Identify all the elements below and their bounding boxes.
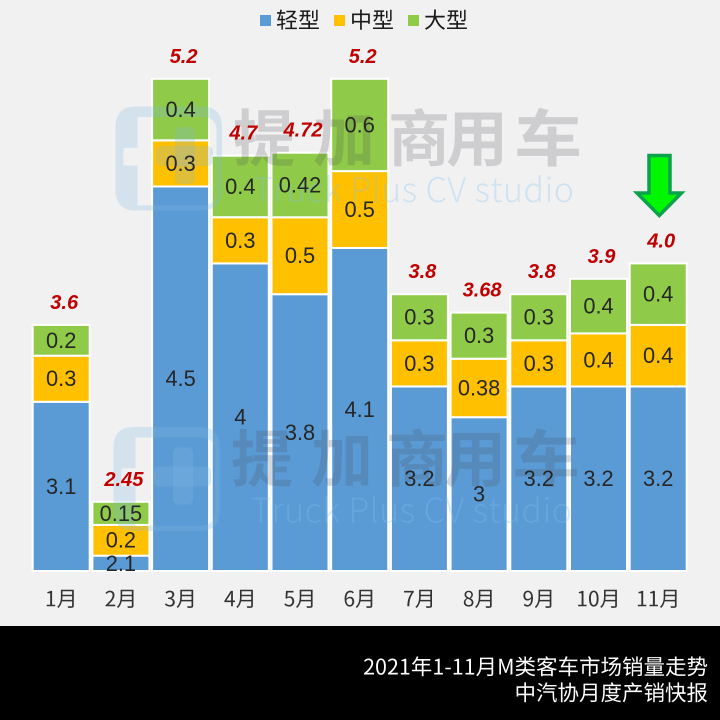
- svg-text:4.0: 4.0: [646, 230, 675, 252]
- svg-text:0.4: 0.4: [225, 174, 255, 199]
- svg-text:5.2: 5.2: [170, 46, 198, 68]
- svg-text:3.1: 3.1: [46, 474, 76, 499]
- svg-text:0.3: 0.3: [404, 351, 434, 376]
- svg-text:0.4: 0.4: [643, 282, 673, 307]
- svg-text:0.2: 0.2: [46, 328, 76, 353]
- svg-text:0.3: 0.3: [464, 323, 494, 348]
- svg-text:0.5: 0.5: [345, 197, 375, 222]
- svg-text:3.68: 3.68: [463, 280, 503, 302]
- svg-text:0.3: 0.3: [225, 228, 255, 253]
- svg-text:0.3: 0.3: [404, 305, 434, 330]
- svg-text:2.1: 2.1: [106, 551, 136, 576]
- svg-text:3: 3: [473, 482, 485, 507]
- svg-text:0.4: 0.4: [643, 343, 673, 368]
- svg-text:3.8: 3.8: [528, 261, 557, 283]
- svg-text:3.2: 3.2: [583, 466, 613, 491]
- svg-text:3.8: 3.8: [408, 261, 437, 283]
- svg-text:4.5: 4.5: [165, 366, 195, 391]
- svg-text:0.38: 0.38: [458, 376, 500, 401]
- svg-text:3.6: 3.6: [50, 292, 79, 314]
- svg-text:3.9: 3.9: [588, 246, 617, 268]
- svg-text:3.2: 3.2: [404, 466, 434, 491]
- svg-text:0.4: 0.4: [583, 294, 613, 319]
- svg-text:0.3: 0.3: [524, 305, 554, 330]
- svg-text:0.42: 0.42: [279, 173, 321, 198]
- svg-text:2.45: 2.45: [103, 469, 144, 491]
- svg-text:0.4: 0.4: [583, 347, 613, 372]
- svg-text:0.5: 0.5: [285, 243, 315, 268]
- svg-text:4.72: 4.72: [283, 120, 323, 142]
- svg-text:4: 4: [234, 405, 246, 430]
- svg-text:4.1: 4.1: [345, 397, 375, 422]
- svg-text:5.2: 5.2: [349, 46, 377, 68]
- svg-text:3.2: 3.2: [524, 466, 554, 491]
- svg-text:0.6: 0.6: [345, 113, 375, 138]
- svg-text:0.2: 0.2: [106, 528, 136, 553]
- svg-text:4.7: 4.7: [228, 123, 258, 145]
- svg-text:0.4: 0.4: [165, 97, 195, 122]
- svg-text:0.3: 0.3: [524, 351, 554, 376]
- svg-text:0.3: 0.3: [46, 366, 76, 391]
- svg-text:0.15: 0.15: [100, 501, 142, 526]
- svg-text:3.8: 3.8: [285, 420, 315, 445]
- svg-text:3.2: 3.2: [643, 466, 673, 491]
- svg-text:0.3: 0.3: [165, 151, 195, 176]
